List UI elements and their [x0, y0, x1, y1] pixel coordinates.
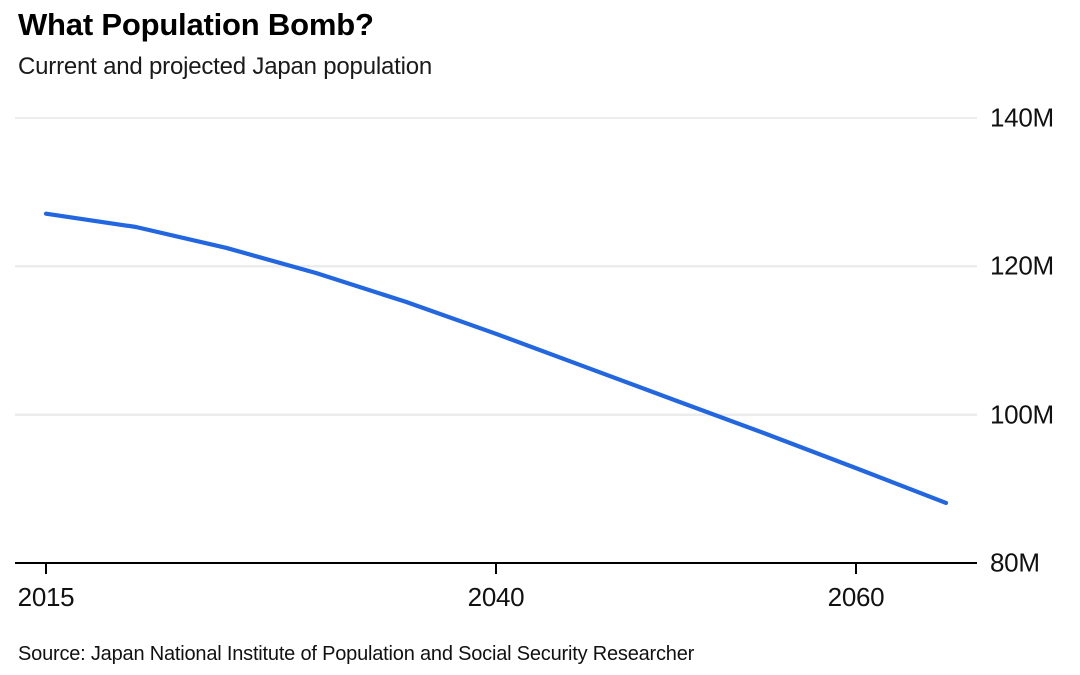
population-series-line [43, 211, 949, 505]
y-axis-label-140M: 140M [990, 102, 1054, 133]
y-axis-label-100M: 100M [990, 399, 1054, 430]
x-axis-label-2015: 2015 [17, 582, 75, 612]
chart-title: What Population Bomb? [18, 7, 374, 42]
source-note: Source: Japan National Institute of Popu… [18, 643, 695, 665]
x-axis-label-2060: 2060 [827, 582, 885, 612]
chart-subtitle: Current and projected Japan population [18, 53, 433, 80]
y-axis-label-120M: 120M [990, 250, 1054, 281]
y-axis-label-80M: 80M [990, 547, 1040, 578]
x-axis-label-2040: 2040 [467, 582, 525, 612]
